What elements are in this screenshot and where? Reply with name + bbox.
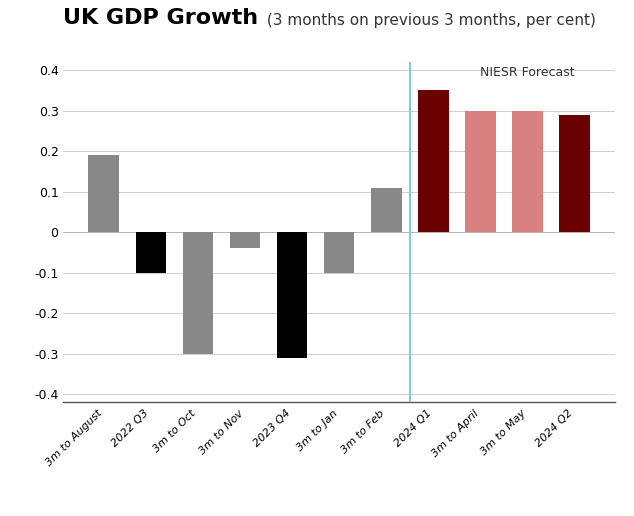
Bar — [371, 188, 401, 232]
Bar — [89, 155, 119, 232]
Bar — [465, 110, 496, 232]
Bar — [136, 232, 166, 273]
Bar — [324, 232, 354, 273]
Text: UK GDP Growth: UK GDP Growth — [63, 8, 259, 28]
Bar — [230, 232, 261, 248]
Bar — [277, 232, 307, 358]
Bar — [418, 90, 449, 232]
Bar — [512, 110, 543, 232]
Bar — [559, 115, 590, 232]
Text: (3 months on previous 3 months, per cent): (3 months on previous 3 months, per cent… — [262, 13, 595, 28]
Bar — [183, 232, 213, 354]
Text: NIESR Forecast: NIESR Forecast — [480, 66, 575, 79]
